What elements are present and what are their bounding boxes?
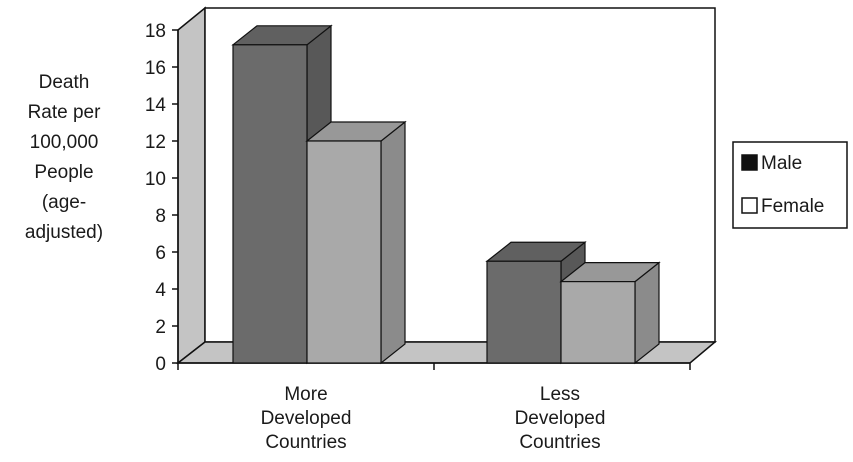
y-tick-label-9: 18 [145,21,166,42]
bar-front-male-0 [232,44,308,364]
category-label-0-line-0: More [284,384,327,405]
y-tick-label-4: 8 [155,206,166,227]
legend: Male Female [732,141,848,229]
bar-female-1 [559,261,661,365]
y-axis-title-line-5: adjusted) [25,222,103,243]
bar-female-0 [305,120,407,365]
legend-swatch-male [741,154,758,171]
y-tick-label-0: 0 [155,354,166,375]
bar-side-female-0 [380,120,406,365]
y-tick-label-7: 14 [145,95,167,116]
category-label-0-line-2: Countries [265,432,346,453]
legend-label-female: Female [761,196,824,217]
y-axis-title-line-1: Rate per [28,102,102,123]
y-tick-label-5: 10 [145,169,166,190]
y-axis-ticks: 0 2 4 6 8 10 12 14 16 18 [145,21,178,375]
y-axis-title-line-0: Death [39,72,90,93]
category-label-1-line-1: Developed [515,408,606,429]
bar-front-male-1 [486,260,562,364]
y-axis-title: Death Rate per 100,000 People (age-adjusted) [25,72,103,243]
y-tick-label-1: 2 [155,317,166,338]
y-axis-title-line-2: 100,000 [30,132,99,153]
legend-swatch-female [741,197,758,214]
y-tick-label-2: 4 [155,280,166,301]
y-axis-label: Death Rate per 100,000 People (age-adjusted) [25,72,103,243]
category-label-1-line-2: Countries [519,432,600,453]
y-axis-title-line-3: People [34,162,93,183]
y-tick-label-8: 16 [145,58,166,79]
category-label-0-line-1: Developed [261,408,352,429]
y-tick-label-3: 6 [155,243,166,264]
y-tick-label-6: 12 [145,132,166,153]
y-axis-title-line-4: (age- [42,192,86,213]
category-label-1: Less Developed Countries [515,384,606,453]
bar-front-female-1 [560,281,636,364]
category-label-0: More Developed Countries [261,384,352,453]
bar-male-1 [485,241,587,365]
category-label-1-line-0: Less [540,384,580,405]
bar-front-female-0 [306,140,382,364]
category-labels: More Developed Countries Less Developed Count… [261,384,606,453]
chart-left-wall [177,6,206,365]
legend-label-male: Male [761,153,802,174]
bars [231,24,661,365]
